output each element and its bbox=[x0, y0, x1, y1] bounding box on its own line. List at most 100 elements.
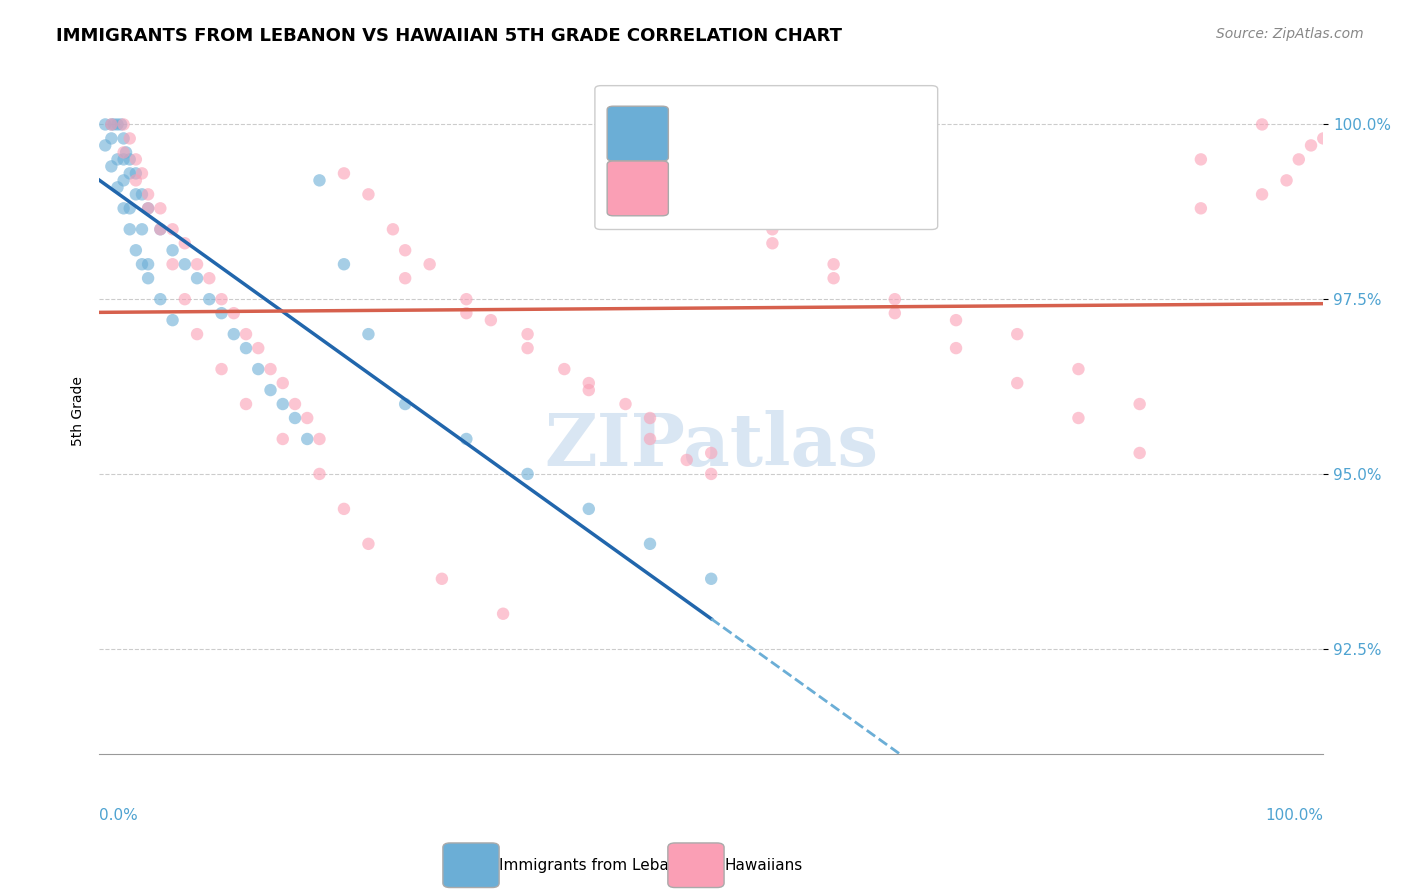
Text: R = 0.071: R = 0.071 bbox=[681, 118, 763, 136]
Point bbox=[110, 118, 132, 132]
Point bbox=[100, 118, 122, 132]
Point bbox=[271, 397, 294, 411]
Point bbox=[115, 145, 138, 160]
Point bbox=[100, 160, 122, 174]
Point bbox=[700, 467, 723, 481]
Point bbox=[149, 202, 172, 216]
Point bbox=[131, 257, 153, 271]
Point bbox=[100, 118, 122, 132]
Point bbox=[235, 397, 257, 411]
Point bbox=[1189, 202, 1212, 216]
Point bbox=[136, 257, 159, 271]
Point bbox=[357, 327, 380, 342]
Point bbox=[297, 411, 319, 425]
Point bbox=[247, 341, 270, 355]
Point bbox=[1067, 362, 1090, 376]
Point bbox=[1288, 153, 1310, 167]
Point bbox=[131, 222, 153, 236]
Point bbox=[198, 292, 221, 306]
Point bbox=[259, 383, 281, 397]
Point bbox=[308, 173, 330, 187]
Point bbox=[125, 166, 148, 180]
Point bbox=[284, 411, 307, 425]
Point bbox=[394, 271, 416, 285]
Point bbox=[578, 501, 600, 516]
Text: ZIPatlas: ZIPatlas bbox=[544, 409, 879, 481]
Point bbox=[186, 257, 208, 271]
Point bbox=[112, 145, 135, 160]
Point bbox=[94, 138, 117, 153]
Point bbox=[456, 306, 478, 320]
Point bbox=[700, 446, 723, 460]
Point bbox=[136, 202, 159, 216]
Text: Hawaiians: Hawaiians bbox=[724, 858, 803, 872]
Point bbox=[1005, 376, 1028, 390]
Point bbox=[112, 173, 135, 187]
Point bbox=[1251, 187, 1274, 202]
Point bbox=[516, 327, 538, 342]
Point bbox=[131, 166, 153, 180]
Point bbox=[823, 271, 845, 285]
Point bbox=[1005, 327, 1028, 342]
Point bbox=[162, 244, 184, 258]
Point bbox=[112, 118, 135, 132]
Point bbox=[308, 467, 330, 481]
Point bbox=[1299, 138, 1322, 153]
Point bbox=[131, 187, 153, 202]
Point bbox=[333, 166, 356, 180]
Point bbox=[553, 362, 575, 376]
Point bbox=[107, 180, 129, 194]
Point bbox=[614, 397, 637, 411]
Point bbox=[222, 327, 245, 342]
Point bbox=[1129, 446, 1152, 460]
Point bbox=[516, 341, 538, 355]
Point bbox=[883, 292, 905, 306]
Point bbox=[492, 607, 515, 621]
Point bbox=[211, 292, 233, 306]
Point bbox=[149, 292, 172, 306]
Point bbox=[479, 313, 502, 327]
Point bbox=[638, 432, 661, 446]
Text: Source: ZipAtlas.com: Source: ZipAtlas.com bbox=[1216, 27, 1364, 41]
Text: R = 0.568: R = 0.568 bbox=[681, 166, 763, 184]
Point bbox=[1189, 153, 1212, 167]
Point bbox=[761, 236, 783, 251]
Text: IMMIGRANTS FROM LEBANON VS HAWAIIAN 5TH GRADE CORRELATION CHART: IMMIGRANTS FROM LEBANON VS HAWAIIAN 5TH … bbox=[56, 27, 842, 45]
Point bbox=[1067, 411, 1090, 425]
Point bbox=[173, 292, 195, 306]
Point bbox=[394, 397, 416, 411]
Point bbox=[381, 222, 404, 236]
Point bbox=[186, 327, 208, 342]
Point bbox=[112, 153, 135, 167]
Point bbox=[259, 362, 281, 376]
Point bbox=[94, 118, 117, 132]
Point bbox=[1129, 397, 1152, 411]
Point bbox=[198, 271, 221, 285]
Point bbox=[173, 257, 195, 271]
Point bbox=[675, 453, 697, 467]
Text: N = 77: N = 77 bbox=[803, 166, 866, 184]
Point bbox=[136, 271, 159, 285]
Point bbox=[761, 222, 783, 236]
Point bbox=[1251, 118, 1274, 132]
Point bbox=[284, 397, 307, 411]
Point bbox=[211, 306, 233, 320]
Point bbox=[112, 202, 135, 216]
Text: 0.0%: 0.0% bbox=[100, 808, 138, 823]
Point bbox=[112, 131, 135, 145]
Y-axis label: 5th Grade: 5th Grade bbox=[72, 376, 86, 446]
Point bbox=[823, 257, 845, 271]
Point bbox=[118, 166, 141, 180]
Point bbox=[149, 222, 172, 236]
Point bbox=[136, 187, 159, 202]
Point bbox=[357, 187, 380, 202]
Point bbox=[162, 313, 184, 327]
Point bbox=[308, 432, 330, 446]
Point bbox=[1275, 173, 1298, 187]
Point bbox=[1312, 131, 1334, 145]
Point bbox=[578, 376, 600, 390]
Point bbox=[125, 173, 148, 187]
Point bbox=[162, 257, 184, 271]
Point bbox=[456, 432, 478, 446]
Point bbox=[235, 341, 257, 355]
